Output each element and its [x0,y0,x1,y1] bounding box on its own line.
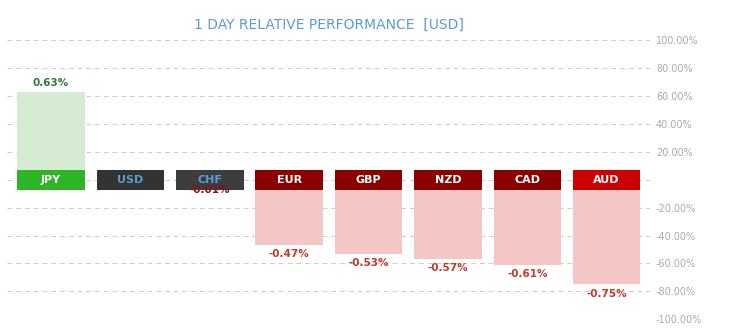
Text: -0.47%: -0.47% [269,249,310,259]
Bar [573,170,641,190]
Bar [494,180,561,265]
Text: NZD: NZD [435,175,461,185]
Text: JPY: JPY [41,175,61,185]
Bar [335,170,402,190]
Text: CHF: CHF [197,175,222,185]
Bar [335,180,402,254]
Bar [573,180,641,284]
Bar [414,170,482,190]
Text: -0.53%: -0.53% [348,258,389,268]
Bar [176,170,244,190]
Text: -0.01%: -0.01% [189,185,230,195]
Bar [494,170,561,190]
Text: GBP: GBP [355,175,381,185]
Bar [256,180,323,245]
Text: AUD: AUD [593,175,620,185]
Text: EUR: EUR [276,175,302,185]
Bar [256,170,323,190]
Text: CAD: CAD [514,175,540,185]
Text: -0.75%: -0.75% [586,289,627,298]
Bar [17,92,85,180]
Text: USD: USD [118,175,143,185]
Text: -0.57%: -0.57% [428,263,469,274]
Text: 0.63%: 0.63% [33,78,69,88]
Bar [17,170,85,190]
Bar [414,180,482,259]
Bar [97,170,164,190]
Text: -0.61%: -0.61% [507,269,548,279]
Title: 1 DAY RELATIVE PERFORMANCE  [USD]: 1 DAY RELATIVE PERFORMANCE [USD] [194,18,464,32]
